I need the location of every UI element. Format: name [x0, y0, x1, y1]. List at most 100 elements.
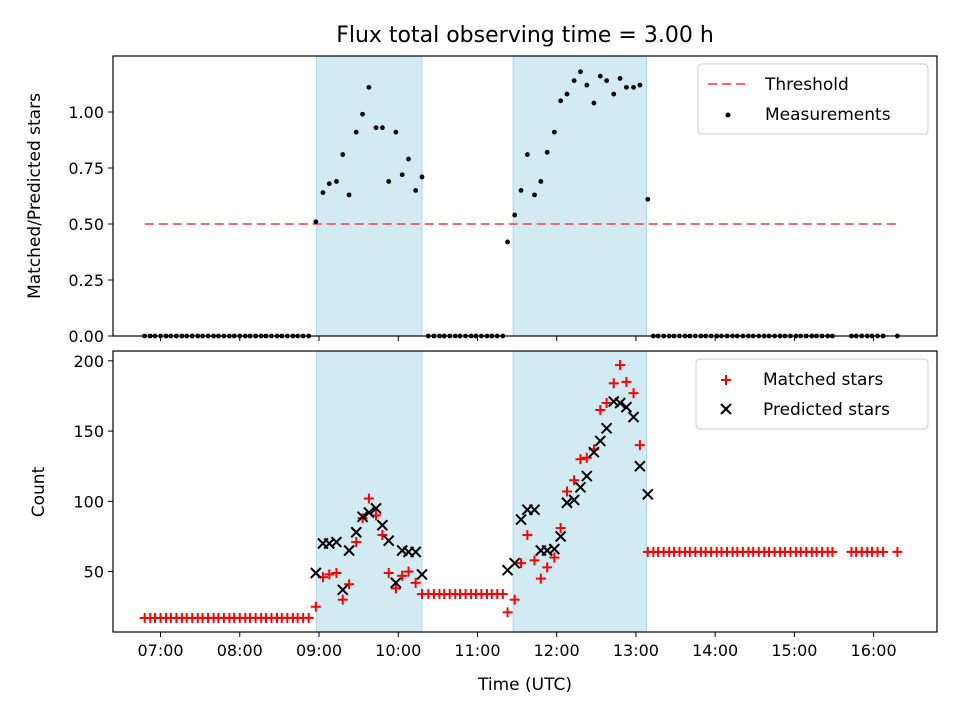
matched-star-point [601, 397, 612, 408]
bottom-xtick-label: 07:00 [137, 641, 183, 660]
bottom-xtick-label: 08:00 [217, 641, 263, 660]
measurement-point [631, 84, 636, 90]
predicted-star-point [337, 584, 349, 596]
predicted-star-point [627, 411, 640, 423]
predicted-star-point [581, 470, 593, 482]
measurement-point [386, 179, 392, 184]
matched-star-point [410, 577, 421, 588]
bottom-xtick-label: 14:00 [692, 641, 738, 660]
matched-star-point [529, 555, 540, 566]
predicted-legend-swatch [720, 403, 732, 415]
top-legend-box [697, 63, 929, 135]
measurement-point [360, 111, 365, 117]
bottom-shaded-interval-1 [315, 350, 423, 633]
top-ytick-label: 1.00 [68, 103, 104, 122]
top-ytick-label: 0.00 [68, 327, 104, 346]
matched-star-point [555, 523, 566, 534]
matched-star-point [621, 376, 632, 387]
bottom-xlabel: Time (UTC) [477, 675, 572, 695]
predicted-star-point [588, 446, 600, 458]
matched-star-point [522, 530, 533, 541]
predicted-star-point [561, 497, 573, 509]
matched-legend-swatch [721, 375, 731, 385]
matched-star-point [344, 579, 355, 590]
matched-legend-label: Matched stars [763, 370, 883, 390]
bottom-axes-border [112, 350, 938, 633]
matched-star-point [549, 552, 560, 563]
top-ytick-label: 0.25 [68, 271, 104, 290]
matched-star-point [497, 589, 508, 600]
measurement-point [591, 100, 597, 106]
matched-star-point [337, 594, 348, 605]
top-legend: Threshold Measurements [697, 63, 929, 135]
measurements-legend-label: Measurements [765, 105, 891, 125]
matched-star-point [303, 612, 314, 623]
matched-star-point [397, 570, 408, 581]
predicted-star-point [568, 494, 580, 506]
measurement-point [346, 192, 352, 198]
matched-star-point [628, 388, 639, 399]
measurement-point [532, 192, 537, 198]
measurement-point [340, 152, 346, 157]
bottom-ylabel: Count [29, 466, 49, 517]
measurement-point [320, 190, 326, 196]
bottom-points-layer [139, 360, 903, 623]
measurement-point [419, 174, 425, 180]
bottom-xtick-label: 09:00 [296, 641, 342, 660]
predicted-star-point [350, 526, 362, 538]
measurement-point [611, 91, 617, 97]
matched-star-point [561, 486, 572, 497]
matched-star-point [390, 583, 401, 594]
bottom-xtick-label: 12:00 [534, 641, 580, 660]
bottom-yticks: 50 100 150 200 [73, 352, 113, 582]
predicted-star-point [594, 435, 606, 447]
predicted-star-point [574, 481, 587, 493]
matched-star-point [608, 378, 619, 389]
measurement-point [584, 82, 590, 88]
predicted-star-point [508, 557, 521, 569]
matched-star-point [502, 607, 513, 618]
predicted-star-point [390, 577, 402, 589]
bottom-xticks: 07:00 08:00 09:00 10:00 11:00 12:00 13:00 14:00… [137, 632, 897, 660]
top-axes-border [112, 55, 938, 337]
matched-star-point [383, 567, 394, 578]
predicted-star-point [600, 422, 613, 434]
matched-star-point [878, 546, 889, 557]
measurement-point [379, 125, 385, 131]
matched-star-point [595, 405, 606, 416]
matched-star-point [403, 566, 414, 577]
measurement-point [353, 129, 359, 135]
predicted-star-point [363, 506, 375, 519]
predicted-star-point [416, 568, 428, 581]
matched-star-point [310, 601, 321, 612]
predicted-star-point [548, 543, 561, 555]
matched-star-point [351, 537, 362, 548]
measurement-point [334, 179, 339, 184]
measurement-point [326, 181, 332, 187]
matched-star-point [377, 530, 388, 541]
chart-title: Flux total observing time = 3.00 h [336, 23, 714, 48]
top-xticks [160, 336, 875, 341]
top-ytick-label: 0.50 [68, 215, 104, 234]
measurement-point [399, 172, 405, 178]
predicted-star-point [310, 567, 322, 579]
matched-star-point [363, 493, 374, 504]
predicted-star-point [614, 397, 626, 409]
top-ytick-label: 0.75 [68, 159, 104, 178]
measurement-point [512, 212, 518, 218]
bottom-xtick-label: 15:00 [771, 641, 817, 660]
predicted-star-point [356, 511, 369, 523]
measurement-point [524, 152, 530, 157]
threshold-legend-label: Threshold [764, 75, 849, 95]
predicted-star-point [554, 530, 567, 543]
measurements-legend-swatch [725, 112, 731, 118]
bottom-ytick-label: 200 [73, 352, 104, 371]
top-shaded-interval-1 [315, 55, 423, 337]
measurement-point [617, 76, 623, 81]
measurement-point [604, 78, 610, 84]
measurement-point [558, 98, 564, 104]
matched-star-point [569, 475, 580, 486]
measurement-point [578, 69, 583, 75]
predicted-legend-label: Predicted stars [763, 400, 890, 420]
